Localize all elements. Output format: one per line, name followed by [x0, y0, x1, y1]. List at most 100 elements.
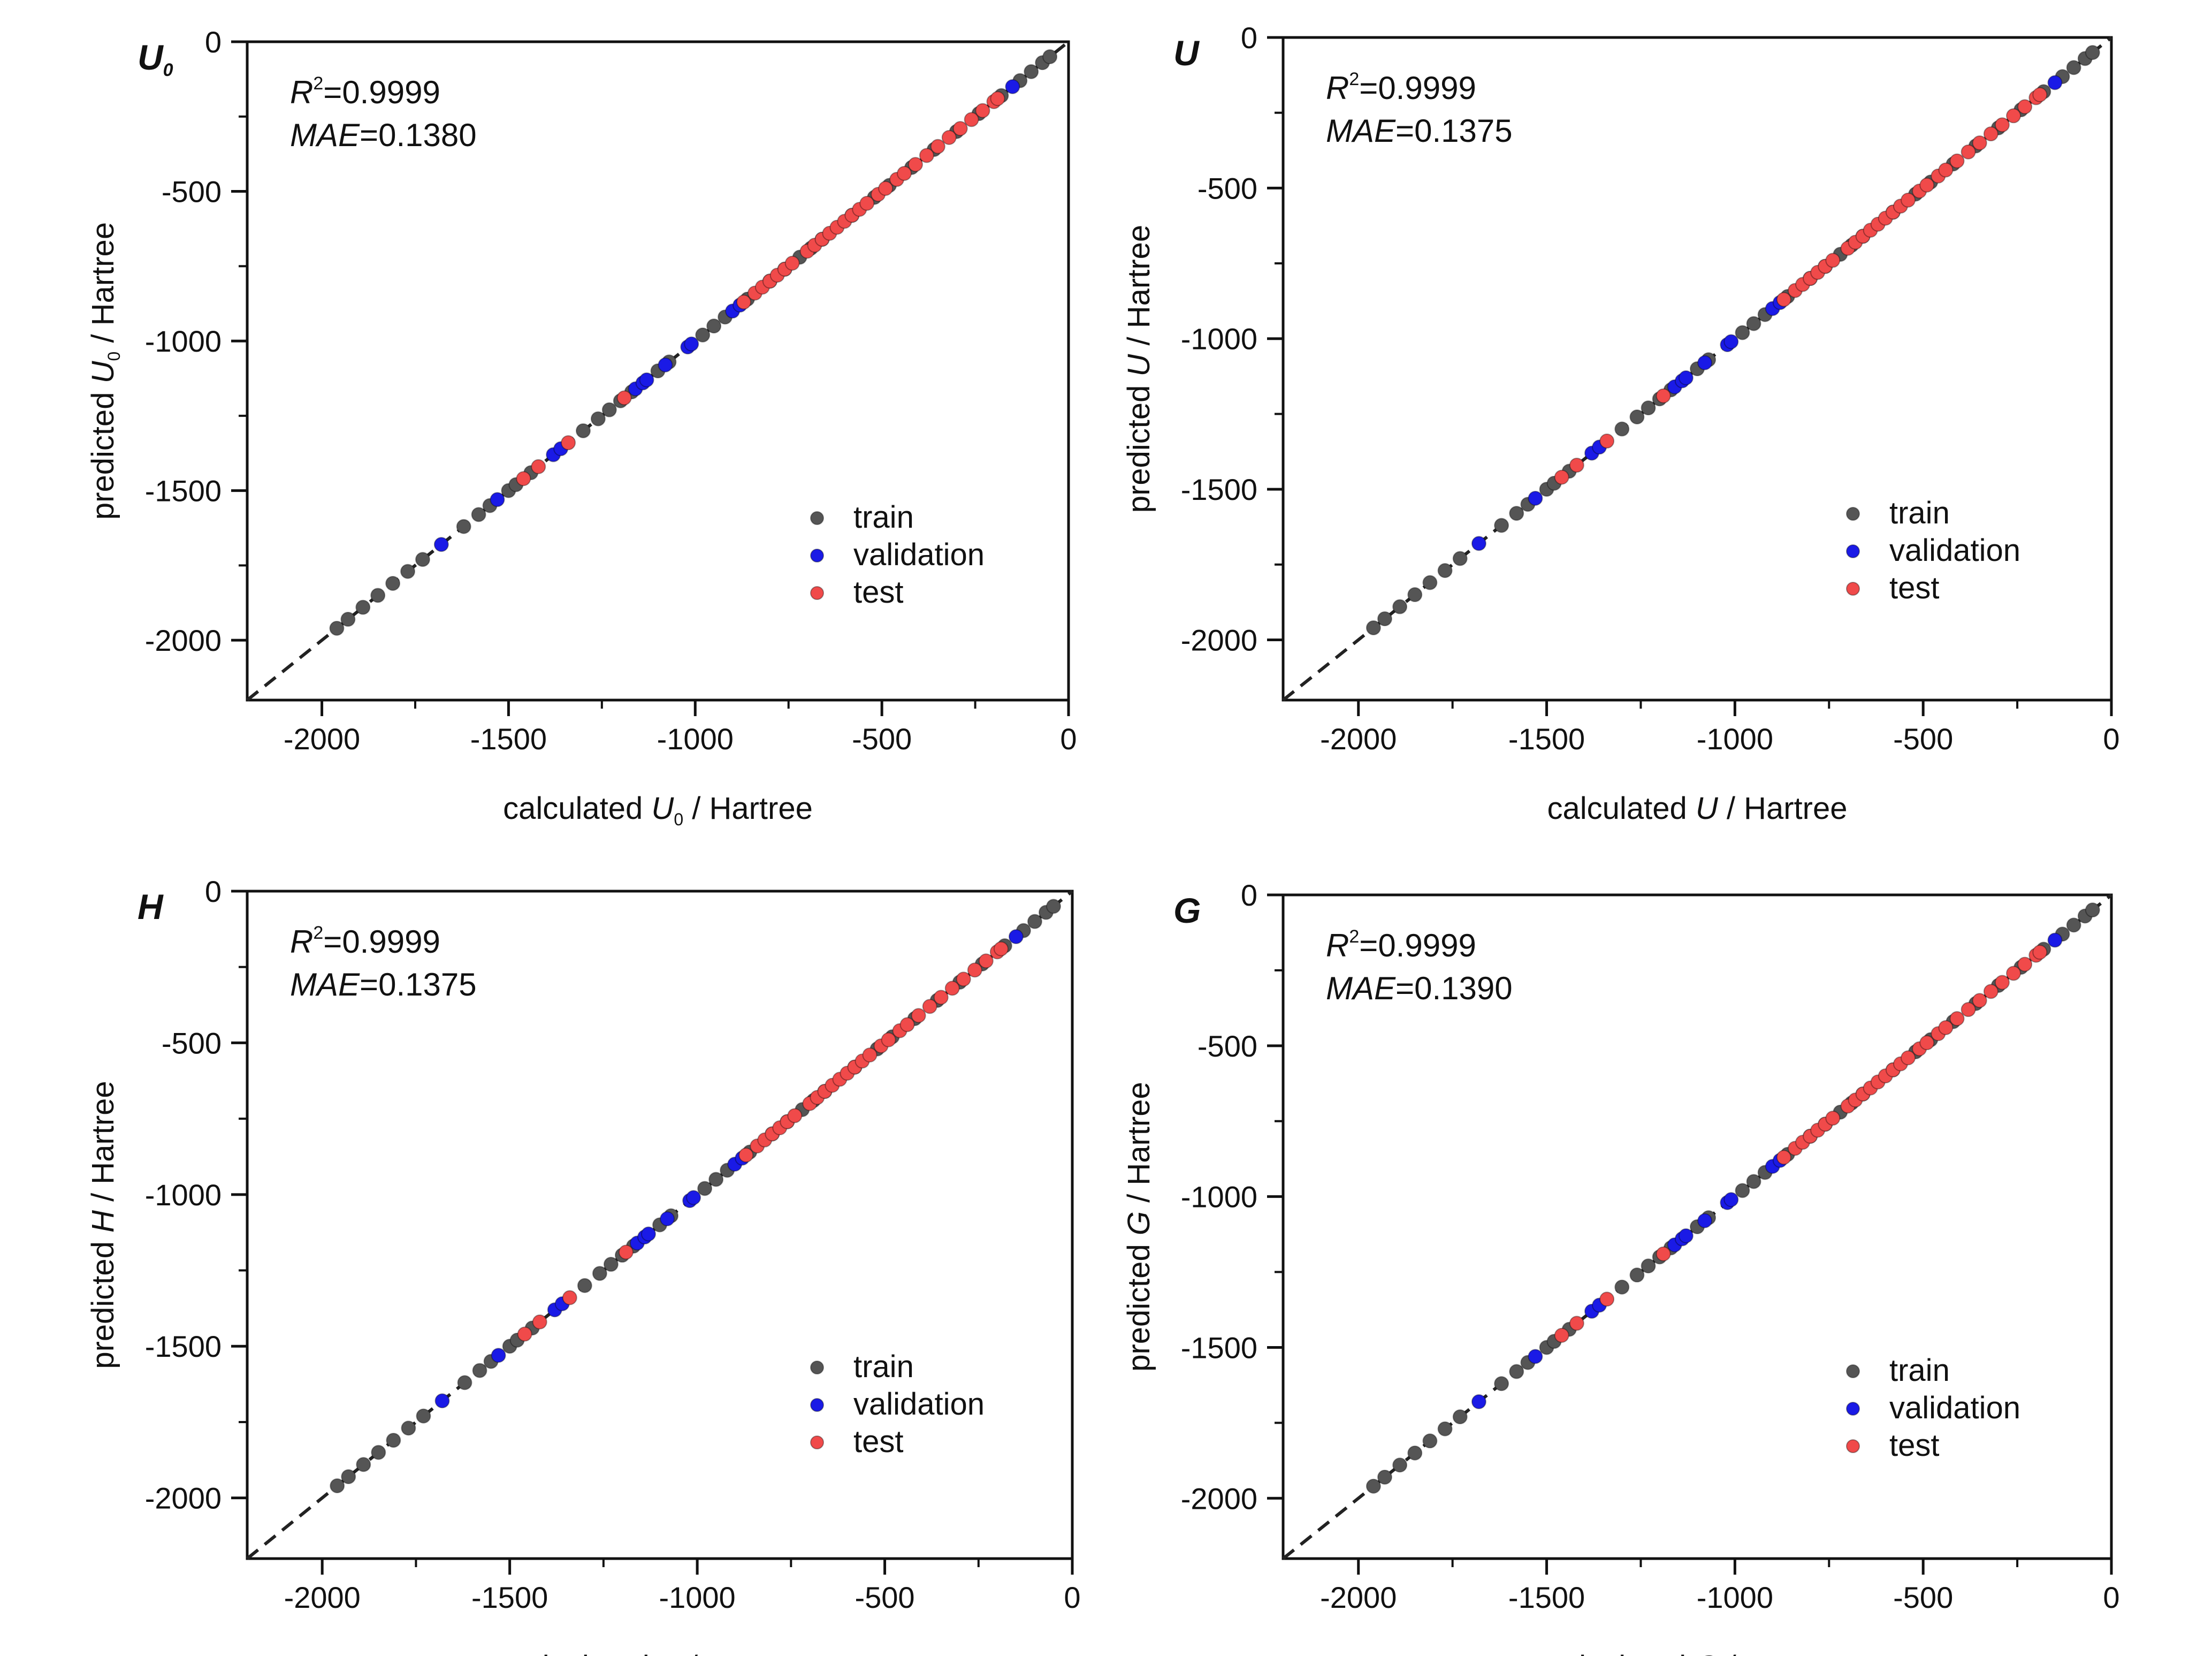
y-tick-label: -2000: [1181, 1482, 1257, 1515]
mae-symbol: MAE: [290, 967, 360, 1002]
y-axis-title-symbol: H: [86, 1210, 120, 1233]
x-tick-label: -500: [855, 1581, 914, 1614]
mae-value: 0.1380: [378, 117, 477, 153]
y-axis-title-unit: / Hartree: [1122, 1082, 1156, 1211]
x-tick-label: -500: [1893, 722, 1953, 756]
data-point-train: [340, 612, 356, 627]
data-point-train: [415, 552, 430, 567]
data-point-train: [416, 1408, 431, 1424]
data-point-validation: [658, 357, 673, 373]
data-point-test: [1919, 177, 1935, 193]
r2-superscript: 2: [1349, 926, 1359, 947]
x-tick-label: -2000: [284, 1581, 361, 1614]
data-point-train: [1452, 551, 1468, 566]
r2-symbol: R: [1326, 70, 1349, 106]
data-point-train: [356, 1457, 371, 1472]
legend-label-test: test: [853, 575, 904, 610]
data-point-validation: [1471, 1394, 1486, 1409]
y-tick-label: -1500: [145, 474, 222, 508]
data-point-test: [1983, 984, 1999, 999]
data-point-test: [941, 130, 957, 145]
data-point-validation: [1697, 355, 1713, 370]
data-point-test: [2006, 966, 2022, 981]
data-point-train: [456, 519, 471, 534]
mae-annotation: MAE=0.1390: [1326, 970, 1513, 1006]
data-point-test: [2017, 99, 2033, 115]
data-point-test: [2006, 108, 2022, 124]
legend-marker-test: [810, 1435, 824, 1449]
data-point-train: [386, 1432, 401, 1448]
legend-label-validation: validation: [1889, 533, 2020, 568]
data-point-train: [575, 423, 591, 438]
data-point-validation: [640, 1226, 656, 1242]
data-point-test: [975, 103, 990, 118]
y-tick-label: -500: [1197, 171, 1257, 205]
data-point-train: [1735, 1183, 1750, 1198]
series-validation: [1471, 75, 2063, 551]
data-point-train: [1494, 518, 1509, 533]
x-tick-label: -1500: [471, 1581, 548, 1614]
r2-superscript: 2: [313, 73, 323, 94]
legend-label-test: test: [1889, 1428, 1940, 1463]
series-test: [516, 91, 1005, 487]
legend-marker-test: [810, 586, 824, 600]
data-point-test: [562, 1290, 577, 1305]
data-point-test: [1569, 1316, 1584, 1331]
mae-annotation: MAE=0.1375: [290, 967, 477, 1002]
data-point-test: [1825, 253, 1841, 268]
data-point-train: [1366, 620, 1381, 635]
data-point-test: [736, 294, 751, 310]
data-point-test: [952, 121, 968, 136]
plot-frame: [1282, 36, 2113, 702]
data-point-train: [1509, 1364, 1524, 1379]
data-point-train: [2066, 60, 2081, 75]
y-axis-title-unit: / Hartree: [1122, 225, 1156, 354]
data-point-validation: [1678, 1228, 1694, 1243]
legend-marker-train: [810, 511, 824, 525]
data-point-validation: [1471, 536, 1486, 551]
y-tick-label: -2000: [145, 624, 222, 657]
data-point-test: [1599, 434, 1615, 449]
data-point-test: [1599, 1292, 1615, 1307]
data-point-test: [1554, 1327, 1569, 1343]
data-point-train: [329, 620, 345, 636]
y-axis-title: predicted H / Hartree: [86, 1081, 120, 1369]
data-point-test: [897, 166, 912, 181]
x-tick-label: -1000: [1697, 722, 1773, 756]
r2-value: 0.9999: [1378, 70, 1476, 106]
mae-equals: =: [360, 117, 378, 153]
panel-label: H: [138, 887, 164, 926]
y-axis-title-prefix: predicted: [86, 1233, 120, 1369]
legend-label-test: test: [853, 1424, 904, 1459]
data-point-train: [1437, 1421, 1453, 1437]
data-point-test: [911, 1008, 926, 1023]
series-test: [517, 941, 1009, 1342]
data-point-train: [1629, 409, 1645, 425]
data-point-test: [1961, 1002, 1976, 1017]
data-point-train: [1641, 1258, 1656, 1274]
data-point-train: [1494, 1376, 1509, 1392]
data-point-train: [601, 402, 617, 417]
data-point-train: [1392, 599, 1408, 614]
data-point-train: [370, 588, 386, 603]
legend-marker-validation: [810, 549, 824, 563]
x-axis-title-prefix: calculated: [1546, 1650, 1695, 1656]
data-point-test: [1776, 1150, 1791, 1165]
data-point-test: [899, 1017, 915, 1032]
data-point-test: [738, 1148, 754, 1163]
y-tick-label: -500: [162, 175, 222, 209]
legend-marker-validation: [1846, 1402, 1860, 1416]
mae-symbol: MAE: [1326, 113, 1396, 149]
x-axis-title-prefix: calculated: [1547, 791, 1696, 826]
x-axis-title-symbol: U: [651, 791, 674, 826]
x-axis-title-symbol: G: [1695, 1650, 1719, 1656]
legend-marker-test: [1846, 1439, 1860, 1453]
data-point-test: [1994, 975, 2010, 990]
x-tick-label: 0: [2103, 1581, 2119, 1614]
data-point-test: [2032, 87, 2048, 102]
mae-symbol: MAE: [1326, 970, 1396, 1006]
x-tick-label: 0: [1064, 1581, 1080, 1614]
data-point-train: [2066, 917, 2081, 933]
